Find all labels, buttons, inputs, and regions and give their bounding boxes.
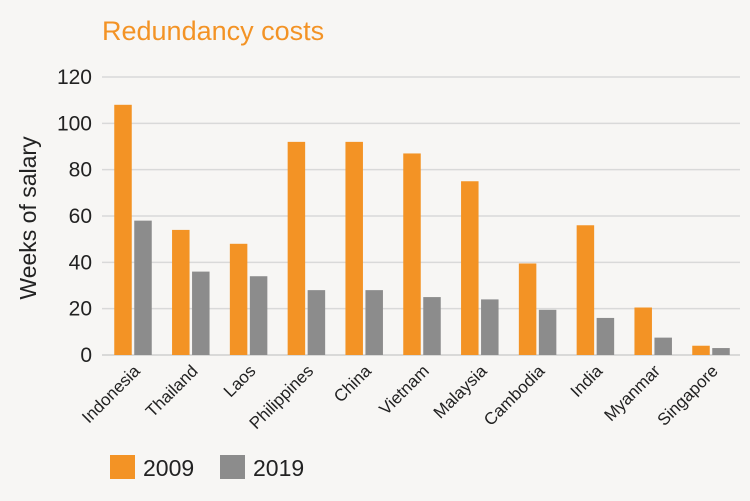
bars: [114, 104, 730, 355]
chart-title: Redundancy costs: [102, 16, 324, 46]
bar-2019-china: [365, 290, 383, 355]
bar-2019-myanmar: [654, 337, 672, 355]
bar-2009-philippines: [287, 141, 306, 355]
x-tick-label: Vietnam: [376, 361, 433, 418]
x-tick-label: Cambodia: [480, 361, 549, 430]
x-tick-label: Laos: [220, 361, 260, 401]
y-tick-label: 0: [80, 344, 92, 367]
y-tick-label: 60: [69, 205, 92, 228]
legend-label-2009: 2009: [143, 455, 194, 481]
bar-2019-laos: [249, 276, 268, 355]
y-tick-label: 100: [57, 112, 92, 135]
bar-2009-india: [576, 225, 595, 355]
y-axis-label: Weeks of salary: [15, 136, 41, 300]
bar-2019-thailand: [192, 271, 210, 355]
y-tick-labels: 0 20 40 60 80 100 120: [57, 66, 92, 367]
legend-swatch-2009: [110, 455, 135, 479]
legend-label-2019: 2019: [253, 455, 304, 481]
bar-2009-indonesia: [114, 104, 132, 355]
x-tick-label: China: [330, 361, 375, 406]
bar-2019-indonesia: [134, 220, 152, 355]
legend-swatch-2019: [220, 455, 245, 479]
y-tick-label: 20: [69, 298, 92, 321]
y-tick-label: 40: [69, 251, 92, 274]
bar-2009-malaysia: [461, 181, 479, 355]
bar-2019-vietnam: [423, 297, 441, 355]
bar-2009-myanmar: [634, 307, 652, 355]
x-tick-label: Indonesia: [78, 361, 144, 427]
y-tick-label: 120: [57, 66, 92, 89]
bar-2009-vietnam: [403, 153, 421, 355]
bar-2019-cambodia: [538, 309, 557, 355]
x-tick-label: Thailand: [142, 361, 202, 421]
bar-2019-india: [596, 317, 615, 355]
legend: 2009 2019: [110, 455, 304, 481]
y-tick-label: 80: [69, 159, 92, 182]
x-tick-label: Singapore: [654, 361, 722, 429]
x-tick-label: Malaysia: [430, 361, 491, 422]
bar-2009-china: [345, 141, 363, 355]
bar-2009-cambodia: [518, 263, 537, 355]
bar-2009-singapore: [692, 345, 710, 355]
bar-2009-laos: [229, 243, 248, 355]
bar-2019-singapore: [712, 348, 730, 355]
bar-2009-thailand: [172, 229, 190, 355]
x-tick-label: India: [567, 361, 607, 401]
bar-2019-malaysia: [481, 299, 499, 355]
bar-2019-philippines: [307, 290, 326, 355]
